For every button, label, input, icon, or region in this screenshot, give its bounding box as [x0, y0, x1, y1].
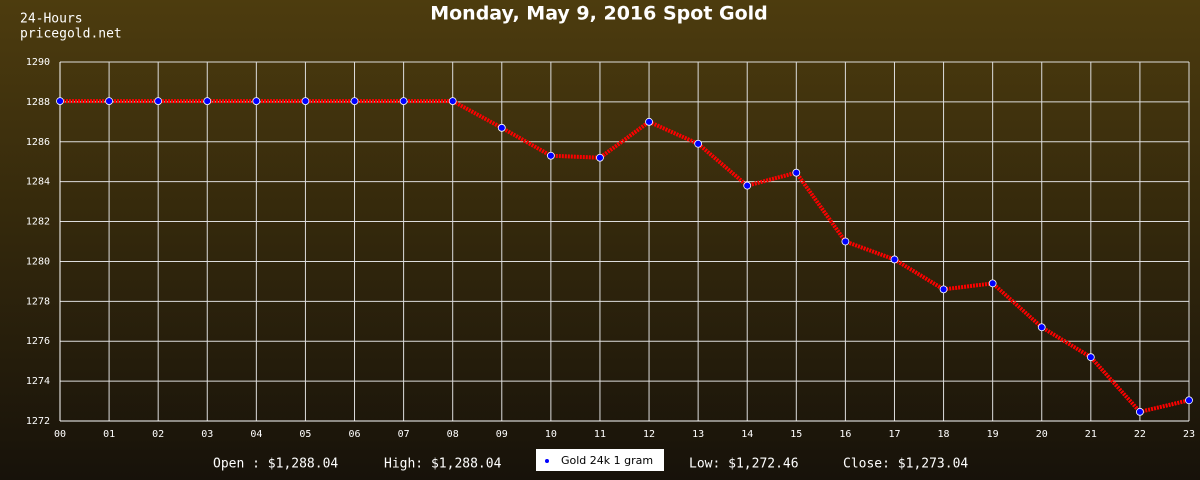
- x-tick-label: 00: [54, 429, 66, 440]
- x-tick-label: 06: [348, 429, 360, 440]
- x-tick-label: 11: [594, 429, 606, 440]
- stat: Open : $1,288.04: [213, 457, 338, 472]
- data-point: [301, 97, 310, 105]
- data-point: [841, 237, 850, 246]
- y-tick-label: 1282: [26, 217, 50, 228]
- chart-title: Monday, May 9, 2016 Spot Gold: [430, 3, 768, 25]
- data-point: [1037, 323, 1046, 332]
- x-tick-label: 03: [201, 429, 213, 440]
- x-tick-label: 22: [1134, 429, 1146, 440]
- x-tick-label: 21: [1085, 429, 1097, 440]
- data-point: [792, 168, 801, 177]
- y-tick-label: 1284: [26, 177, 50, 188]
- x-tick-label: 02: [152, 429, 164, 440]
- data-point: [596, 153, 604, 162]
- data-point: [1086, 353, 1095, 362]
- data-point: [1136, 407, 1144, 416]
- data-point: [497, 123, 506, 132]
- data-point: [546, 151, 555, 160]
- x-tick-label: 08: [447, 429, 459, 440]
- x-tick-label: 13: [692, 429, 704, 440]
- x-tick-label: 17: [888, 429, 900, 440]
- y-tick-label: 1276: [26, 336, 50, 347]
- stat: High: $1,288.04: [384, 457, 502, 472]
- x-tick-label: 18: [938, 429, 950, 440]
- y-tick-label: 1288: [26, 97, 50, 108]
- x-tick-label: 04: [250, 429, 262, 440]
- legend-box: [536, 449, 664, 471]
- legend-marker: [545, 459, 549, 463]
- data-point: [939, 285, 948, 294]
- y-tick-label: 1274: [26, 376, 50, 387]
- x-tick-label: 01: [103, 429, 115, 440]
- x-tick-label: 20: [1036, 429, 1048, 440]
- data-point: [890, 255, 899, 264]
- y-tick-label: 1286: [26, 137, 50, 148]
- data-point: [252, 97, 261, 105]
- data-point: [399, 97, 408, 105]
- y-tick-label: 1290: [26, 57, 50, 68]
- data-point: [203, 97, 212, 105]
- legend-label: Gold 24k 1 gram: [561, 454, 653, 467]
- x-tick-label: 15: [790, 429, 802, 440]
- data-point: [448, 97, 457, 105]
- data-point: [988, 279, 997, 288]
- data-point: [645, 117, 653, 126]
- x-tick-label: 16: [839, 429, 851, 440]
- x-tick-label: 19: [987, 429, 999, 440]
- stat: Close: $1,273.04: [843, 457, 968, 472]
- data-point: [56, 97, 64, 105]
- data-point: [154, 97, 163, 105]
- x-tick-label: 14: [741, 429, 753, 440]
- y-tick-label: 1280: [26, 256, 50, 267]
- annotation: 24-Hours: [20, 12, 83, 27]
- x-tick-label: 10: [545, 429, 557, 440]
- y-tick-label: 1272: [26, 416, 50, 427]
- x-tick-label: 05: [299, 429, 311, 440]
- data-point: [350, 97, 359, 105]
- price-line: [60, 99, 1190, 415]
- data-point: [743, 181, 752, 190]
- annotation: pricegold.net: [20, 27, 122, 42]
- data-point: [1185, 396, 1193, 405]
- stat: Low: $1,272.46: [689, 457, 799, 472]
- x-tick-label: 09: [496, 429, 508, 440]
- y-tick-label: 1278: [26, 296, 50, 307]
- x-tick-label: 07: [398, 429, 410, 440]
- data-point: [105, 97, 113, 105]
- x-tick-label: 23: [1183, 429, 1195, 440]
- x-tick-label: 12: [643, 429, 655, 440]
- data-point: [694, 139, 703, 148]
